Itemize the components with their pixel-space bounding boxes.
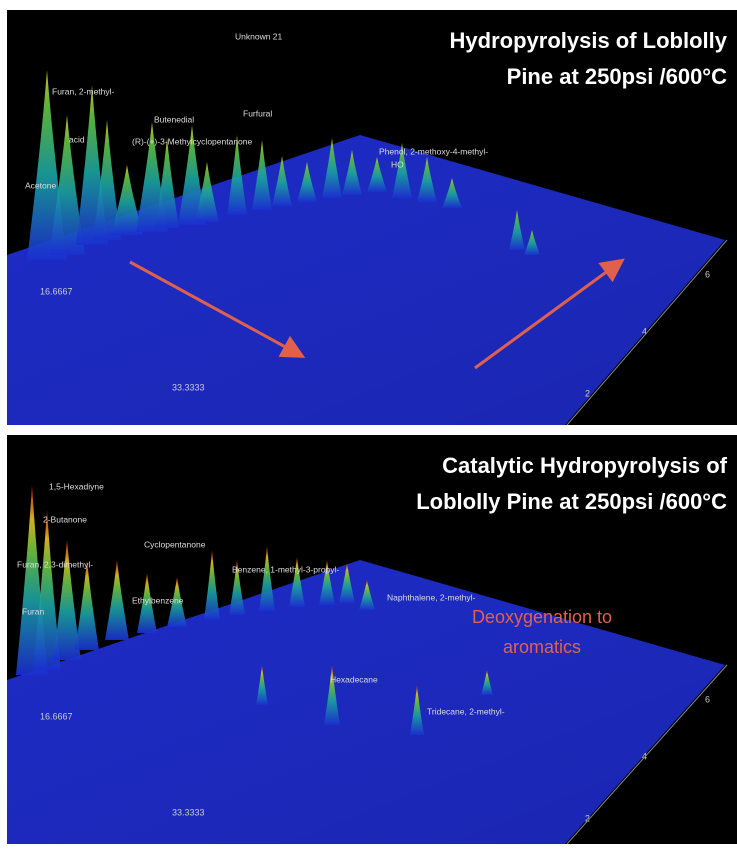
axis-tick-label: 33.3333 — [172, 382, 205, 392]
compound-label: Tridecane, 2-methyl- — [427, 706, 505, 716]
axis-tick-label: 16.6667 — [40, 711, 73, 721]
compound-label: Hexadecane — [330, 674, 378, 684]
annotation: Deoxygenation to — [472, 607, 612, 627]
axis-tick-label: 33.3333 — [172, 807, 205, 817]
compound-label: Furan, 2-methyl- — [52, 86, 115, 96]
panel-title: Hydropyrolysis of Loblolly — [450, 28, 728, 53]
axis-tick-label: 2 — [585, 388, 590, 398]
compound-label: HO — [391, 159, 404, 169]
panel: 16.666733.33332461,5-Hexadiyne2-Butanone… — [7, 435, 737, 844]
compound-label: Furan, 2,3-dimethyl- — [17, 559, 93, 569]
axis-tick-label: 6 — [705, 269, 710, 279]
compound-label: Ethylbenzene — [132, 595, 184, 605]
compound-label: Benzene, 1-methyl-3-propyl- — [232, 564, 339, 574]
axis-tick-label: 6 — [705, 694, 710, 704]
compound-label: Furan — [22, 606, 44, 616]
figure: 16.666733.3333246Unknown 21Furan, 2-meth… — [0, 0, 737, 844]
compound-label: (R)-(+)-3-Methylcyclopentanone — [132, 136, 252, 146]
axis-tick-label: 16.6667 — [40, 286, 73, 296]
compound-label: acid — [69, 134, 85, 144]
compound-label: Acetone — [25, 180, 56, 190]
compound-label: Cyclopentanone — [144, 539, 206, 549]
compound-label: Furfural — [243, 108, 272, 118]
panel-title: Loblolly Pine at 250psi /600°C — [416, 489, 727, 514]
compound-label: 1,5-Hexadiyne — [49, 481, 104, 491]
compound-label: Butenedial — [154, 114, 194, 124]
compound-label: Naphthalene, 2-methyl- — [387, 592, 476, 602]
panel-title: Catalytic Hydropyrolysis of — [442, 453, 728, 478]
compound-label: 2-Butanone — [43, 514, 87, 524]
panel-title: Pine at 250psi /600°C — [507, 64, 727, 89]
compound-label: Unknown 21 — [235, 31, 283, 41]
compound-label: Phenol, 2-methoxy-4-methyl- — [379, 146, 488, 156]
annotation: aromatics — [503, 637, 581, 657]
